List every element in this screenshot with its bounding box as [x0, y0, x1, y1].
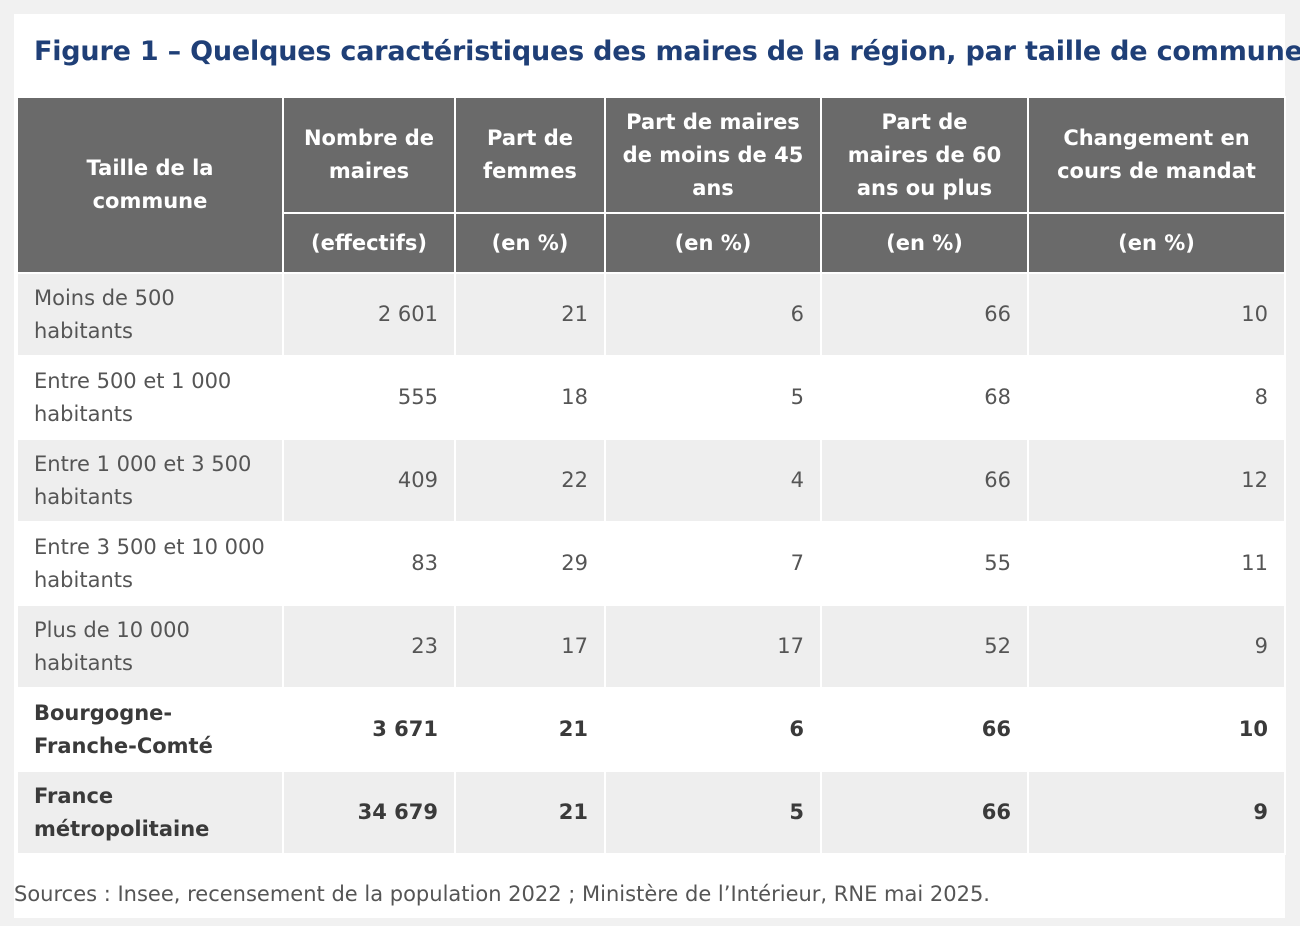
- cell-nombre-maires: 83: [282, 521, 456, 606]
- cell-changement: 9: [1027, 604, 1286, 689]
- table-row-france-total: France métropolitaine 34 679 21 5 66 9: [16, 770, 1286, 855]
- unit-percent: (en %): [604, 212, 822, 274]
- data-table: Taille de la commune Nombre de maires Pa…: [16, 96, 1286, 855]
- cell-changement: 8: [1027, 355, 1286, 440]
- header-moins-45: Part de maires de moins de 45 ans: [604, 96, 822, 214]
- header-60-plus: Part de maires de 60 ans ou plus: [820, 96, 1029, 214]
- cell-part-femmes: 29: [454, 521, 606, 606]
- cell-moins-45: 6: [604, 687, 822, 772]
- cell-part-femmes: 21: [454, 770, 606, 855]
- table-row: Entre 1 000 et 3 500 habitants 409 22 4 …: [16, 438, 1286, 523]
- cell-60-plus: 66: [820, 770, 1029, 855]
- table-row: Plus de 10 000 habitants 23 17 17 52 9: [16, 604, 1286, 689]
- table-row: Moins de 500 habitants 2 601 21 6 66 10: [16, 272, 1286, 357]
- row-label: Moins de 500 habitants: [16, 272, 284, 357]
- header-part-femmes: Part de femmes: [454, 96, 606, 214]
- row-label: Plus de 10 000 habitants: [16, 604, 284, 689]
- row-label: Entre 500 et 1 000 habitants: [16, 355, 284, 440]
- cell-60-plus: 66: [820, 687, 1029, 772]
- cell-moins-45: 6: [604, 272, 822, 357]
- cell-part-femmes: 18: [454, 355, 606, 440]
- cell-nombre-maires: 23: [282, 604, 456, 689]
- unit-effectifs: (effectifs): [282, 212, 456, 274]
- cell-moins-45: 17: [604, 604, 822, 689]
- figure-container: Figure 1 – Quelques caractéristiques des…: [14, 14, 1300, 918]
- row-label: Bourgogne-Franche-Comté: [16, 687, 284, 772]
- cell-60-plus: 66: [820, 438, 1029, 523]
- cell-part-femmes: 21: [454, 687, 606, 772]
- cell-moins-45: 4: [604, 438, 822, 523]
- cell-changement: 9: [1027, 770, 1286, 855]
- header-row: Taille de la commune Nombre de maires Pa…: [16, 96, 1286, 274]
- cell-nombre-maires: 409: [282, 438, 456, 523]
- cell-60-plus: 55: [820, 521, 1029, 606]
- cell-part-femmes: 17: [454, 604, 606, 689]
- cell-nombre-maires: 2 601: [282, 272, 456, 357]
- cell-nombre-maires: 34 679: [282, 770, 456, 855]
- row-label: Entre 1 000 et 3 500 habitants: [16, 438, 284, 523]
- table-row-region-total: Bourgogne-Franche-Comté 3 671 21 6 66 10: [16, 687, 1286, 772]
- unit-percent: (en %): [1027, 212, 1286, 274]
- cell-moins-45: 5: [604, 355, 822, 440]
- row-label: France métropolitaine: [16, 770, 284, 855]
- figure-title: Figure 1 – Quelques caractéristiques des…: [34, 36, 1300, 67]
- cell-moins-45: 7: [604, 521, 822, 606]
- cell-60-plus: 52: [820, 604, 1029, 689]
- header-nombre-maires: Nombre de maires: [282, 96, 456, 214]
- cell-60-plus: 68: [820, 355, 1029, 440]
- table-row: Entre 500 et 1 000 habitants 555 18 5 68…: [16, 355, 1286, 440]
- cell-60-plus: 66: [820, 272, 1029, 357]
- header-row-label: Taille de la commune: [16, 96, 284, 274]
- unit-percent: (en %): [454, 212, 606, 274]
- cell-changement: 10: [1027, 272, 1286, 357]
- cell-moins-45: 5: [604, 770, 822, 855]
- header-units-row: (effectifs) (en %) (en %) (en %) (en %): [17, 212, 1286, 274]
- cell-changement: 11: [1027, 521, 1286, 606]
- row-label: Entre 3 500 et 10 000 habitants: [16, 521, 284, 606]
- table-row: Entre 3 500 et 10 000 habitants 83 29 7 …: [16, 521, 1286, 606]
- source-note: Sources : Insee, recensement de la popul…: [14, 882, 990, 906]
- cell-changement: 10: [1027, 687, 1286, 772]
- header-changement-mandat: Changement en cours de mandat: [1027, 96, 1286, 214]
- cell-nombre-maires: 555: [282, 355, 456, 440]
- cell-part-femmes: 22: [454, 438, 606, 523]
- cell-nombre-maires: 3 671: [282, 687, 456, 772]
- cell-part-femmes: 21: [454, 272, 606, 357]
- cell-changement: 12: [1027, 438, 1286, 523]
- unit-percent: (en %): [820, 212, 1029, 274]
